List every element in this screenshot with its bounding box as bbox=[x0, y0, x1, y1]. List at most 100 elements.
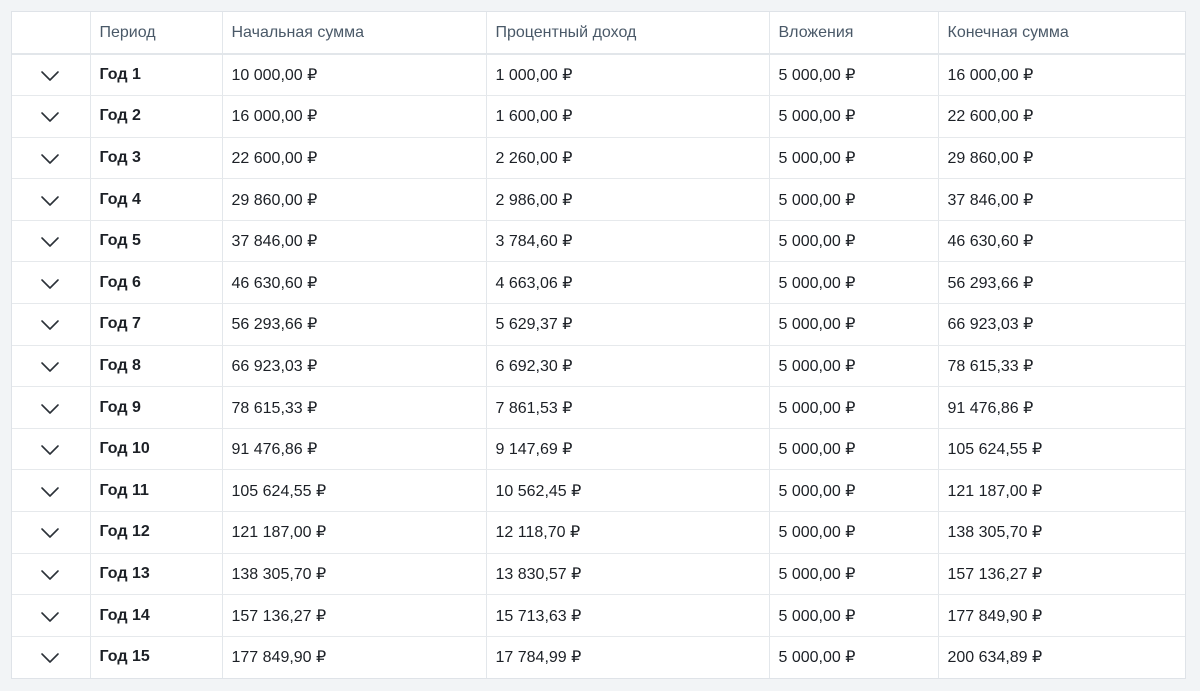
cell-period: Год 10 bbox=[90, 428, 223, 471]
header-start-amount: Начальная сумма bbox=[222, 12, 487, 55]
table-row: Год 10 91 476,86 ₽ 9 147,69 ₽ 5 000,00 ₽… bbox=[12, 428, 1185, 471]
table-row: Год 11 105 624,55 ₽ 10 562,45 ₽ 5 000,00… bbox=[12, 469, 1185, 513]
chevron-down-icon bbox=[40, 154, 59, 164]
cell-interest-income: 2 260,00 ₽ bbox=[486, 137, 770, 180]
table-row: Год 13 138 305,70 ₽ 13 830,57 ₽ 5 000,00… bbox=[12, 553, 1185, 596]
expand-row-button[interactable] bbox=[12, 511, 91, 554]
expand-row-button[interactable] bbox=[12, 345, 91, 388]
cell-start-amount: 10 000,00 ₽ bbox=[222, 54, 487, 97]
expand-row-button[interactable] bbox=[12, 261, 91, 305]
cell-interest-income: 1 000,00 ₽ bbox=[486, 54, 770, 97]
chevron-down-icon bbox=[40, 320, 59, 331]
cell-deposits: 5 000,00 ₽ bbox=[769, 178, 939, 221]
cell-start-amount: 78 615,33 ₽ bbox=[222, 386, 487, 429]
table-row: Год 1 10 000,00 ₽ 1 000,00 ₽ 5 000,00 ₽ … bbox=[12, 54, 1185, 97]
expand-row-button[interactable] bbox=[12, 428, 91, 471]
cell-start-amount: 29 860,00 ₽ bbox=[222, 178, 487, 221]
cell-interest-income: 2 986,00 ₽ bbox=[486, 178, 770, 221]
cell-start-amount: 22 600,00 ₽ bbox=[222, 137, 487, 180]
expand-row-button[interactable] bbox=[12, 553, 91, 596]
cell-start-amount: 37 846,00 ₽ bbox=[222, 220, 487, 263]
cell-deposits: 5 000,00 ₽ bbox=[769, 553, 939, 596]
expand-row-button[interactable] bbox=[12, 220, 91, 263]
table-header-row: Период Начальная сумма Процентный доход … bbox=[12, 12, 1185, 55]
expand-row-button[interactable] bbox=[12, 594, 91, 637]
cell-start-amount: 16 000,00 ₽ bbox=[222, 95, 487, 138]
table-row: Год 5 37 846,00 ₽ 3 784,60 ₽ 5 000,00 ₽ … bbox=[12, 220, 1185, 263]
expand-row-button[interactable] bbox=[12, 469, 91, 513]
table-body: Год 1 10 000,00 ₽ 1 000,00 ₽ 5 000,00 ₽ … bbox=[12, 54, 1185, 678]
table-row: Год 4 29 860,00 ₽ 2 986,00 ₽ 5 000,00 ₽ … bbox=[12, 178, 1185, 221]
cell-deposits: 5 000,00 ₽ bbox=[769, 428, 939, 471]
cell-interest-income: 13 830,57 ₽ bbox=[486, 553, 770, 596]
table-row: Год 3 22 600,00 ₽ 2 260,00 ₽ 5 000,00 ₽ … bbox=[12, 137, 1185, 180]
cell-end-amount: 46 630,60 ₽ bbox=[938, 220, 1185, 263]
cell-period: Год 1 bbox=[90, 54, 223, 97]
expand-row-button[interactable] bbox=[12, 178, 91, 221]
chevron-down-icon bbox=[40, 362, 59, 372]
chevron-down-icon bbox=[40, 403, 59, 414]
table-row: Год 8 66 923,03 ₽ 6 692,30 ₽ 5 000,00 ₽ … bbox=[12, 345, 1185, 388]
cell-end-amount: 78 615,33 ₽ bbox=[938, 345, 1185, 388]
cell-period: Год 4 bbox=[90, 178, 223, 221]
cell-interest-income: 4 663,06 ₽ bbox=[486, 261, 770, 305]
table-row: Год 14 157 136,27 ₽ 15 713,63 ₽ 5 000,00… bbox=[12, 594, 1185, 637]
table-row: Год 15 177 849,90 ₽ 17 784,99 ₽ 5 000,00… bbox=[12, 636, 1185, 678]
header-period: Период bbox=[90, 12, 223, 55]
cell-deposits: 5 000,00 ₽ bbox=[769, 220, 939, 263]
cell-period: Год 9 bbox=[90, 386, 223, 429]
cell-interest-income: 12 118,70 ₽ bbox=[486, 511, 770, 554]
cell-deposits: 5 000,00 ₽ bbox=[769, 594, 939, 637]
table-row: Год 12 121 187,00 ₽ 12 118,70 ₽ 5 000,00… bbox=[12, 511, 1185, 554]
expand-row-button[interactable] bbox=[12, 95, 91, 138]
expand-row-button[interactable] bbox=[12, 54, 91, 97]
cell-period: Год 8 bbox=[90, 345, 223, 388]
cell-deposits: 5 000,00 ₽ bbox=[769, 511, 939, 554]
cell-end-amount: 56 293,66 ₽ bbox=[938, 261, 1185, 305]
chevron-down-icon bbox=[40, 237, 59, 247]
chevron-down-icon bbox=[40, 112, 59, 123]
cell-end-amount: 177 849,90 ₽ bbox=[938, 594, 1185, 637]
cell-start-amount: 56 293,66 ₽ bbox=[222, 303, 487, 346]
chevron-down-icon bbox=[40, 653, 59, 664]
cell-period: Год 7 bbox=[90, 303, 223, 346]
cell-end-amount: 91 476,86 ₽ bbox=[938, 386, 1185, 429]
cell-interest-income: 10 562,45 ₽ bbox=[486, 469, 770, 513]
cell-deposits: 5 000,00 ₽ bbox=[769, 303, 939, 346]
expand-row-button[interactable] bbox=[12, 636, 91, 678]
chevron-down-icon bbox=[40, 445, 59, 455]
header-end-amount: Конечная сумма bbox=[938, 12, 1185, 55]
cell-period: Год 5 bbox=[90, 220, 223, 263]
cell-end-amount: 105 624,55 ₽ bbox=[938, 428, 1185, 471]
cell-interest-income: 5 629,37 ₽ bbox=[486, 303, 770, 346]
cell-interest-income: 6 692,30 ₽ bbox=[486, 345, 770, 388]
cell-period: Год 13 bbox=[90, 553, 223, 596]
header-interest-income: Процентный доход bbox=[486, 12, 770, 55]
cell-end-amount: 22 600,00 ₽ bbox=[938, 95, 1185, 138]
cell-end-amount: 200 634,89 ₽ bbox=[947, 649, 1043, 667]
cell-deposits: 5 000,00 ₽ bbox=[769, 636, 939, 678]
cell-period: Год 14 bbox=[90, 594, 223, 637]
cell-interest-income: 17 784,99 ₽ bbox=[486, 636, 770, 678]
cell-period: Год 11 bbox=[90, 469, 223, 513]
cell-start-amount: 138 305,70 ₽ bbox=[222, 553, 487, 596]
cell-start-amount: 105 624,55 ₽ bbox=[222, 469, 487, 513]
cell-end-amount: 29 860,00 ₽ bbox=[938, 137, 1185, 180]
expand-row-button[interactable] bbox=[12, 386, 91, 429]
cell-end-amount: 157 136,27 ₽ bbox=[938, 553, 1185, 596]
chevron-down-icon bbox=[40, 71, 59, 81]
cell-start-amount: 177 849,90 ₽ bbox=[222, 636, 487, 678]
cell-period: Год 6 bbox=[90, 261, 223, 305]
chevron-down-icon bbox=[40, 486, 59, 497]
cell-end-amount: 121 187,00 ₽ bbox=[938, 469, 1185, 513]
expand-row-button[interactable] bbox=[12, 137, 91, 180]
expand-row-button[interactable] bbox=[12, 303, 91, 346]
table-header: Период Начальная сумма Процентный доход … bbox=[12, 12, 1185, 55]
savings-schedule-table: Период Начальная сумма Процентный доход … bbox=[12, 12, 1185, 678]
cell-start-amount: 91 476,86 ₽ bbox=[222, 428, 487, 471]
cell-end-amount: 37 846,00 ₽ bbox=[938, 178, 1185, 221]
cell-start-amount: 66 923,03 ₽ bbox=[222, 345, 487, 388]
cell-period: Год 3 bbox=[90, 137, 223, 180]
chevron-down-icon bbox=[40, 278, 59, 289]
cell-deposits: 5 000,00 ₽ bbox=[769, 386, 939, 429]
